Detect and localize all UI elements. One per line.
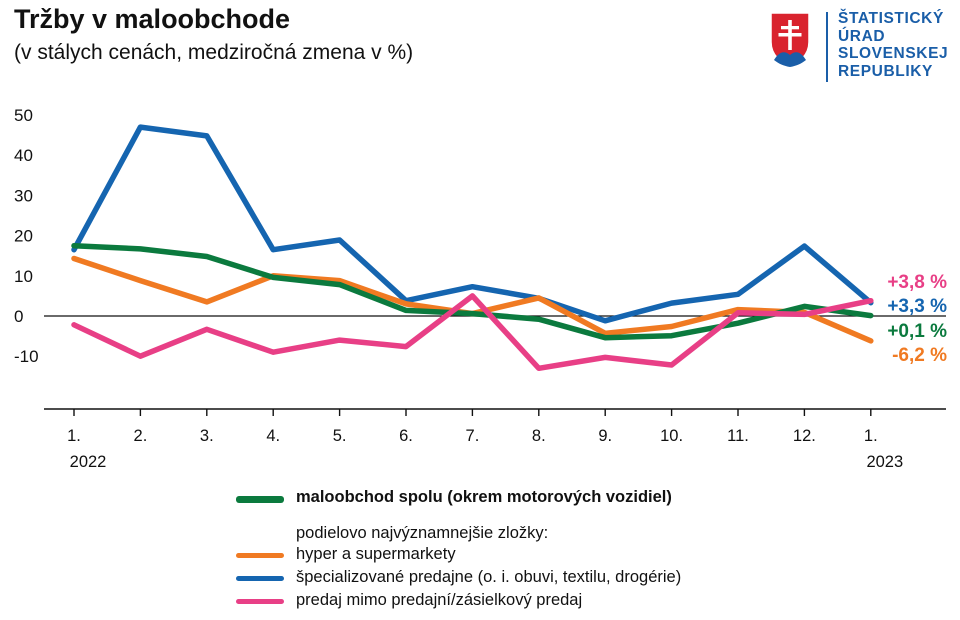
x-year-label: 2022	[70, 453, 107, 471]
statistical-office-logo: ŠTATISTICKÝ ÚRAD SLOVENSKEJ REPUBLIKY	[770, 10, 950, 90]
logo-divider	[826, 12, 828, 82]
x-year-label: 2023	[866, 453, 903, 471]
series-line	[71, 242, 874, 341]
series-end-label: +3,8 %	[887, 272, 947, 293]
y-tick-label: 10	[14, 267, 33, 286]
logo-line: REPUBLIKY	[838, 62, 933, 80]
series-end-label: +3,3 %	[887, 296, 947, 317]
x-tick-label: 2.	[134, 427, 148, 445]
x-tick-label: 7.	[466, 427, 480, 445]
legend-label: špecializované predajne (o. i. obuvi, te…	[296, 568, 682, 586]
y-tick-label: 30	[14, 186, 33, 205]
y-tick-label: -10	[14, 347, 39, 366]
legend-swatch	[236, 599, 284, 604]
y-tick-label: 0	[14, 307, 23, 326]
x-tick-label: 5.	[333, 427, 347, 445]
legend-swatch	[236, 496, 284, 503]
series-line	[71, 293, 874, 372]
series-line	[71, 124, 874, 324]
chart-title: Tržby v maloobchode	[14, 4, 291, 34]
slovak-coat-of-arms-icon	[770, 12, 810, 68]
y-tick-label: 50	[14, 106, 33, 125]
legend-swatch	[236, 576, 284, 581]
legend-label: hyper a supermarkety	[296, 545, 456, 563]
legend-label: predaj mimo predajní/zásielkový predaj	[296, 591, 583, 609]
logo-line: ŠTATISTICKÝ	[838, 10, 944, 27]
chart-subtitle: (v stálych cenách, medziročná zmena v %)	[14, 41, 414, 64]
x-tick-label: 8.	[532, 427, 546, 445]
x-tick-label: 6.	[399, 427, 413, 445]
legend-intro-text: podielovo najvýznamnejšie zložky:	[296, 524, 549, 542]
x-tick-label: 11.	[727, 427, 749, 445]
x-tick-label: 3.	[200, 427, 214, 445]
x-tick-label: 10.	[660, 427, 683, 445]
x-tick-label: 12.	[793, 427, 816, 445]
y-tick-label: 20	[14, 227, 33, 246]
x-tick-label: 4.	[266, 427, 280, 445]
x-tick-label: 1.	[864, 427, 878, 445]
legend-swatch	[236, 553, 284, 558]
logo-line: SLOVENSKEJ	[838, 45, 949, 62]
x-tick-label: 1.	[67, 427, 81, 445]
legend-label: maloobchod spolu (okrem motorových vozid…	[296, 488, 672, 506]
logo-wordmark: ŠTATISTICKÝ ÚRAD SLOVENSKEJ REPUBLIKY	[838, 10, 948, 80]
series-end-label: -6,2 %	[892, 345, 947, 366]
line-chart: 50 40 30 20 10 0 -10 1. 2. 3. 4. 5. 6. 7. 8. 9. 10. 11. 12…	[14, 106, 947, 471]
series-end-label: +0,1 %	[887, 321, 947, 342]
x-tick-label: 9.	[598, 427, 612, 445]
y-tick-label: 40	[14, 146, 33, 165]
logo-line: ÚRAD	[838, 27, 886, 45]
